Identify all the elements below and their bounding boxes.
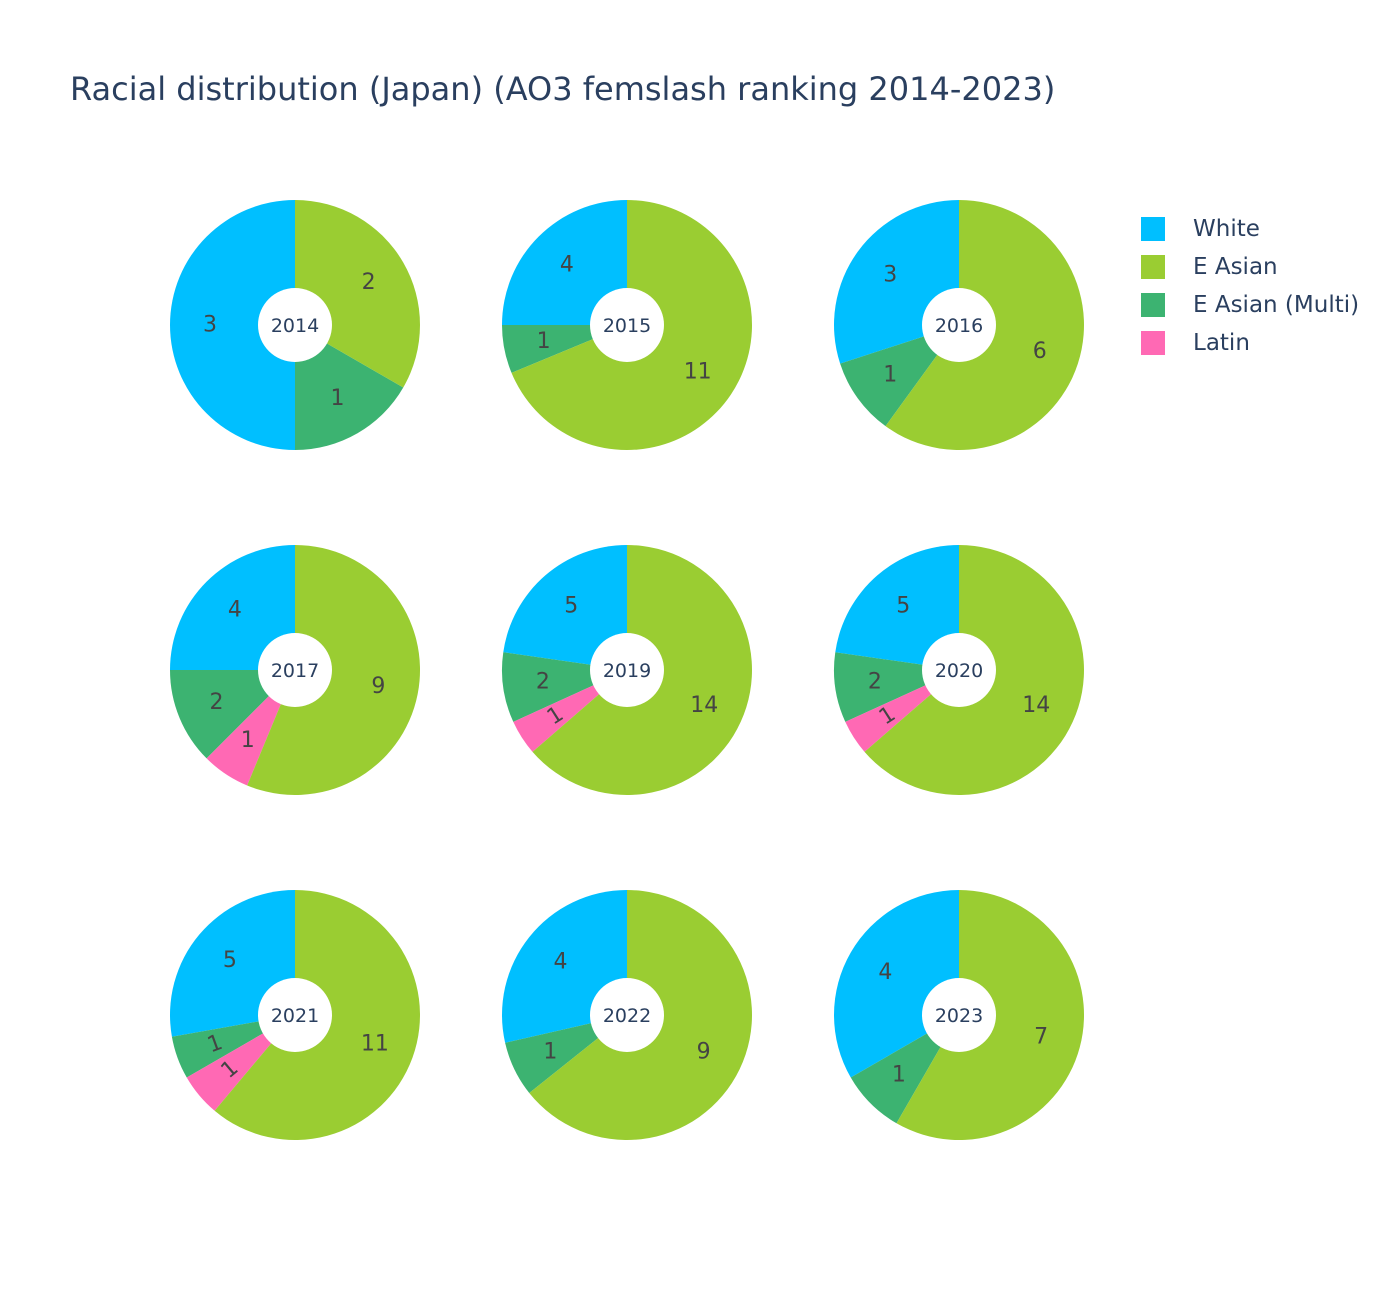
pie-year-label-2023: 2023 [935, 1005, 983, 1027]
slice-2017-white [170, 545, 295, 670]
pie-year-label-2017: 2017 [271, 660, 319, 682]
slice-2015-white [502, 200, 627, 325]
slice-label-2022-e-asian-multi: 1 [543, 1039, 557, 1064]
slice-label-2016-white: 3 [883, 263, 897, 288]
legend-label-e-asian: E Asian [1193, 254, 1278, 280]
slice-label-2014-e-asian-multi: 1 [331, 386, 345, 411]
legend-item-white[interactable]: White [1141, 216, 1260, 242]
pie-2014: 3 1 2 2014 [170, 200, 420, 450]
pie-2022: 4 1 9 2022 [501, 890, 752, 1140]
pie-year-label-2021: 2021 [271, 1005, 319, 1027]
slice-2014-white [170, 200, 295, 450]
pie-year-label-2019: 2019 [603, 660, 651, 682]
slice-label-2021-e-asian: 11 [361, 1032, 389, 1057]
donut-hole-2016 [922, 288, 996, 362]
slice-label-2017-latin: 1 [241, 728, 255, 753]
donut-hole-2014 [258, 288, 332, 362]
legend-item-e-asian-multi[interactable]: E Asian (Multi) [1141, 292, 1359, 318]
pie-year-label-2022: 2022 [603, 1005, 651, 1027]
slice-label-2015-e-asian-multi: 1 [537, 329, 551, 354]
slice-label-2017-e-asian: 9 [371, 674, 385, 699]
pie-year-label-2015: 2015 [603, 315, 651, 337]
slice-2019-white [503, 544, 627, 670]
slice-label-2019-e-asian: 14 [690, 693, 718, 718]
slice-label-2016-e-asian-multi: 1 [883, 363, 897, 388]
slice-label-2014-white: 3 [203, 313, 217, 338]
slice-label-2019-white: 5 [564, 593, 578, 618]
slice-label-2015-white: 4 [560, 252, 574, 277]
donut-hole-2022 [590, 978, 664, 1052]
legend-label-latin: Latin [1193, 330, 1250, 356]
slice-label-2023-e-asian: 7 [1034, 1025, 1048, 1050]
pie-2017: 4 21 9 2017 [170, 544, 421, 796]
slice-label-2017-white: 4 [228, 597, 242, 622]
legend-item-e-asian[interactable]: E Asian [1141, 254, 1278, 280]
legend-swatch-white [1141, 217, 1165, 241]
slice-2017-e-asian-multi [170, 670, 295, 759]
slice-label-2023-white: 4 [878, 960, 892, 985]
slice-label-2020-white: 5 [896, 593, 910, 618]
slice-label-2019-e-asian-multi: 2 [536, 670, 550, 695]
slice-label-2020-e-asian: 14 [1022, 693, 1050, 718]
legend-swatch-latin [1141, 331, 1165, 355]
donut-hole-2020 [922, 633, 996, 707]
pie-2016: 3 1 6 2016 [834, 200, 1084, 450]
legend: White E Asian E Asian (Multi) Latin [1141, 216, 1359, 356]
donut-hole-2019 [590, 633, 664, 707]
legend-swatch-e-asian [1141, 255, 1165, 279]
slice-2020-white [835, 544, 959, 670]
pie-2023: 4 1 7 2023 [834, 890, 1085, 1140]
donut-hole-2017 [258, 633, 332, 707]
pie-year-label-2020: 2020 [935, 660, 983, 682]
legend-item-latin[interactable]: Latin [1141, 330, 1250, 356]
legend-swatch-e-asian-multi [1141, 293, 1165, 317]
slice-label-2022-white: 4 [554, 950, 568, 975]
slice-label-2020-e-asian-multi: 2 [868, 670, 882, 695]
donut-hole-2021 [258, 978, 332, 1052]
slice-label-2021-white: 5 [223, 948, 237, 973]
pie-year-label-2016: 2016 [935, 315, 983, 337]
donut-hole-2015 [590, 288, 664, 362]
slice-label-2023-e-asian-multi: 1 [892, 1063, 906, 1088]
slice-label-2016-e-asian: 6 [1033, 339, 1047, 364]
chart-title: Racial distribution (Japan) (AO3 femslas… [70, 70, 1055, 108]
slice-2023-e-asian-multi [850, 1015, 959, 1124]
slice-label-2014-e-asian: 2 [362, 270, 376, 295]
slice-2016-e-asian-multi [840, 325, 959, 427]
slice-label-2017-e-asian-multi: 2 [210, 690, 224, 715]
legend-label-white: White [1193, 216, 1260, 242]
legend-label-e-asian-multi: E Asian (Multi) [1193, 292, 1359, 318]
slice-label-2015-e-asian: 11 [684, 360, 712, 385]
slice-2017-e-asian [247, 544, 421, 796]
donut-hole-2023 [922, 978, 996, 1052]
slice-2014-e-asian-multi [295, 325, 404, 450]
pie-year-label-2014: 2014 [271, 315, 319, 337]
slice-label-2022-e-asian: 9 [697, 1039, 711, 1064]
